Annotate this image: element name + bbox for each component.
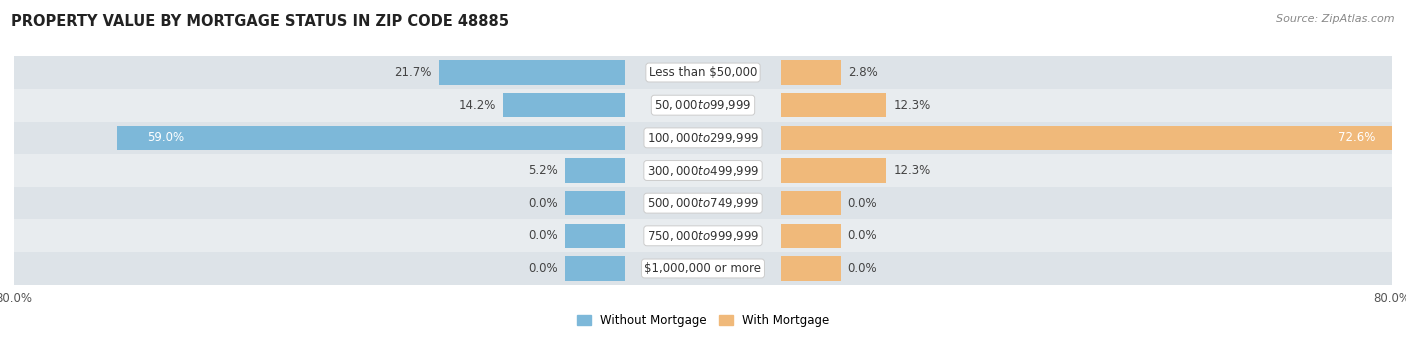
Bar [780,256,841,281]
Text: 0.0%: 0.0% [529,229,558,242]
Text: $100,000 to $299,999: $100,000 to $299,999 [647,131,759,145]
Text: $1,000,000 or more: $1,000,000 or more [644,262,762,275]
Text: 0.0%: 0.0% [848,197,877,210]
Text: 14.2%: 14.2% [458,99,496,112]
Bar [780,125,1406,150]
Bar [780,191,841,216]
Text: 12.3%: 12.3% [893,99,931,112]
Legend: Without Mortgage, With Mortgage: Without Mortgage, With Mortgage [572,309,834,331]
Bar [14,220,1392,252]
Bar [780,60,841,85]
Text: 0.0%: 0.0% [529,197,558,210]
Text: Source: ZipAtlas.com: Source: ZipAtlas.com [1277,14,1395,24]
Text: Less than $50,000: Less than $50,000 [648,66,758,79]
Text: 5.2%: 5.2% [529,164,558,177]
Bar [565,191,626,216]
Bar [565,158,626,183]
Text: $500,000 to $749,999: $500,000 to $749,999 [647,196,759,210]
Text: 72.6%: 72.6% [1339,131,1375,144]
Bar [565,224,626,248]
Text: $750,000 to $999,999: $750,000 to $999,999 [647,229,759,243]
Bar [439,60,626,85]
Text: 0.0%: 0.0% [848,229,877,242]
Text: 12.3%: 12.3% [893,164,931,177]
Bar [565,256,626,281]
Bar [117,125,626,150]
Bar [14,56,1392,89]
Text: 0.0%: 0.0% [848,262,877,275]
Text: 59.0%: 59.0% [148,131,184,144]
Bar [503,93,626,117]
Bar [780,158,886,183]
Text: $300,000 to $499,999: $300,000 to $499,999 [647,163,759,178]
Text: PROPERTY VALUE BY MORTGAGE STATUS IN ZIP CODE 48885: PROPERTY VALUE BY MORTGAGE STATUS IN ZIP… [11,14,509,29]
Text: $50,000 to $99,999: $50,000 to $99,999 [654,98,752,112]
Bar [14,154,1392,187]
Bar [780,93,886,117]
Text: 21.7%: 21.7% [394,66,432,79]
Bar [14,121,1392,154]
Bar [780,224,841,248]
Text: 0.0%: 0.0% [529,262,558,275]
Bar [14,187,1392,220]
Text: 2.8%: 2.8% [848,66,877,79]
Bar [14,252,1392,285]
Bar [14,89,1392,121]
